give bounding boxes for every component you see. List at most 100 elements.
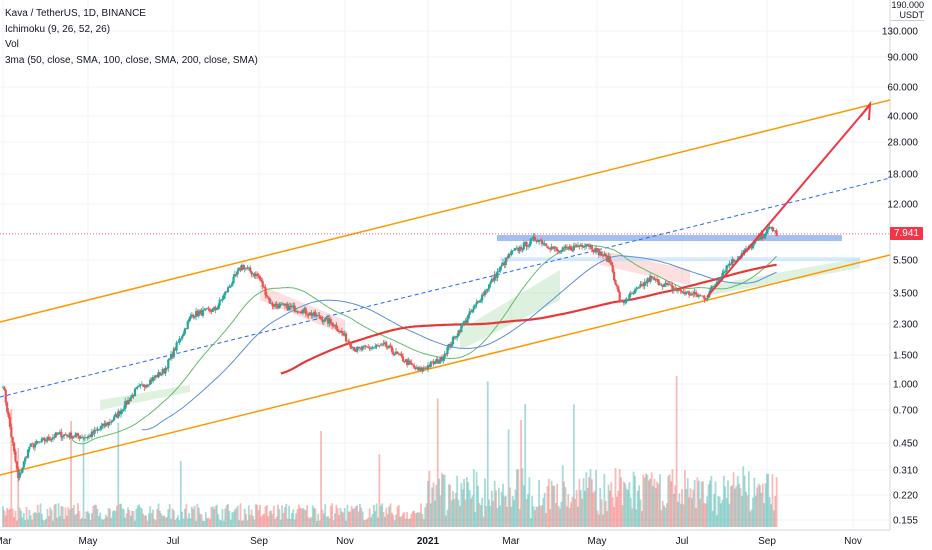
candle (19, 469, 23, 476)
volume-bar (564, 487, 567, 527)
candle-body (217, 305, 220, 309)
candle (586, 243, 589, 247)
volume-bar (611, 497, 614, 527)
candle-body (471, 309, 474, 312)
candle (192, 313, 195, 320)
volume-bar (438, 478, 441, 527)
candle-body (446, 347, 449, 355)
volume-bar (700, 481, 703, 527)
candle (661, 285, 664, 291)
candle-body (239, 267, 242, 271)
candle-body (43, 438, 46, 442)
candle-body (200, 310, 203, 316)
legend-vol[interactable]: Vol (5, 39, 19, 50)
candle-body (428, 365, 431, 367)
candle (353, 346, 356, 352)
volume-bar (375, 503, 378, 527)
candle-body (67, 435, 70, 438)
candle-body (532, 236, 535, 239)
candle (36, 440, 39, 444)
candle-body (524, 241, 527, 243)
candle (403, 360, 406, 364)
volume-bar (513, 499, 516, 527)
candle-body (517, 247, 520, 252)
candle-body (300, 312, 303, 314)
volume-bar (607, 484, 610, 527)
candle-body (760, 233, 763, 240)
cloud-segment (100, 385, 190, 410)
candle-body (264, 287, 267, 296)
price-tick-label: 130.000 (882, 27, 919, 38)
volume-bar (353, 508, 356, 527)
candle-body (706, 297, 709, 300)
candle (640, 281, 643, 287)
price-tick-label: 3.500 (893, 289, 918, 300)
candle-body (649, 276, 652, 282)
candle (643, 278, 646, 290)
candle (10, 423, 13, 438)
candle (331, 322, 334, 330)
candle (164, 365, 167, 377)
candle (144, 384, 148, 390)
candle (449, 342, 452, 350)
candle (201, 306, 205, 319)
candle (93, 426, 96, 437)
candle (32, 443, 35, 450)
volume-bar (554, 503, 557, 527)
price-tick-label: 28.000 (887, 138, 918, 149)
volume-bar (7, 509, 10, 527)
volume-bar (763, 503, 766, 527)
support-band (500, 257, 860, 262)
candle-body (36, 441, 39, 443)
volume-bar (282, 512, 285, 527)
candle-body (331, 322, 334, 326)
candle-body (247, 267, 250, 269)
candle (129, 395, 132, 402)
volume-bar (377, 517, 379, 527)
candle-body (301, 309, 305, 314)
candle-body (108, 421, 112, 423)
candle (522, 240, 525, 252)
candle (663, 283, 666, 288)
candle-body (497, 271, 500, 273)
candle (397, 352, 400, 356)
candle-body (146, 384, 149, 386)
legend-ichimoku[interactable]: Ichimoku (9, 26, 52, 26) (5, 23, 111, 35)
candle (296, 309, 299, 314)
candle-body (542, 243, 545, 245)
candle-body (72, 436, 75, 438)
candle (706, 297, 709, 302)
candle (646, 277, 649, 287)
volume-bar (557, 505, 560, 527)
volume-bar (24, 520, 27, 527)
candle-body (643, 281, 646, 286)
candle (624, 298, 627, 305)
volume-bar (4, 515, 7, 527)
volume-bar (743, 475, 746, 527)
candle (182, 330, 185, 337)
candle (568, 244, 571, 251)
candle (558, 250, 562, 255)
legend-ma[interactable]: 3ma (50, close, SMA, 100, close, SMA, 20… (5, 54, 258, 66)
candle-body (144, 384, 148, 388)
candle-body (147, 384, 150, 386)
volume-bar (477, 485, 479, 527)
volume-bar (34, 511, 36, 527)
candle (399, 352, 402, 356)
candle-body (167, 359, 170, 369)
candle-body (546, 245, 549, 248)
candle-body (635, 288, 638, 290)
volume-bar (120, 503, 122, 527)
candle (582, 246, 585, 248)
volume-bar (325, 516, 328, 527)
volume-bar (752, 497, 754, 527)
candle-body (368, 347, 371, 349)
candle (492, 277, 495, 282)
candle-body (599, 251, 602, 256)
volume-bar (634, 475, 636, 527)
candle-body (271, 302, 274, 307)
volume-bar (207, 517, 210, 527)
candle-body (622, 301, 625, 304)
legend-symbol[interactable]: Kava / TetherUS, 1D, BINANCE (5, 8, 146, 19)
